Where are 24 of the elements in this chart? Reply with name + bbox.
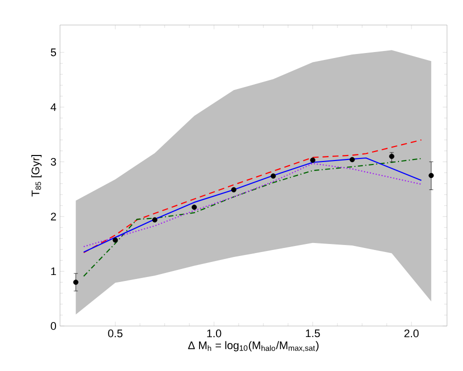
text: Δ M$_{h}$ = log$_{10}$(M$_{halo}$/M$_{max,sat}$) (188, 341, 318, 352)
y-tick-label: 2 (50, 212, 56, 220)
line-series (83, 158, 422, 277)
x-tick-label: 0.5 (108, 330, 122, 338)
point (192, 204, 197, 210)
y-tick-label: 5 (50, 48, 56, 56)
point (310, 158, 316, 163)
x-tick-label: 1.0 (207, 330, 222, 338)
y-tick-label: 4 (50, 103, 56, 111)
point (73, 280, 78, 285)
line-series (83, 139, 422, 254)
point (389, 154, 394, 159)
point (152, 217, 158, 222)
point (231, 187, 236, 192)
y-axis-title: T$_{85}$ [Gyr] (31, 155, 42, 197)
x-tick-label: 2.0 (404, 330, 419, 338)
point (428, 172, 434, 178)
point (270, 173, 276, 179)
point (350, 157, 355, 162)
y-tick-label: 0 (50, 322, 56, 330)
x-tick-label: 1.5 (306, 330, 320, 338)
y-tick-label: 1 (51, 268, 56, 276)
point (112, 237, 118, 243)
y-tick-label: 3 (50, 158, 56, 166)
